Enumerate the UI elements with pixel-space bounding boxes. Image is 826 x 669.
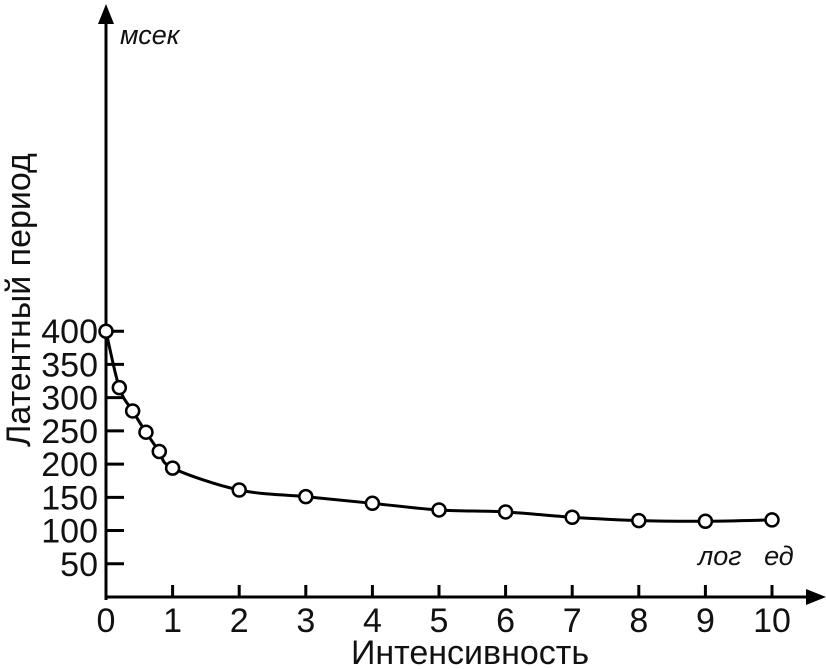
x-tick-label: 10 [753,602,791,640]
data-point [697,513,714,529]
data-point [631,512,647,529]
y-tick-label: 350 [41,346,98,384]
series-line [104,330,773,523]
y-axis-arrow [98,4,114,24]
data-point [564,509,580,526]
y-unit-label: мсек [120,20,181,50]
data-point [111,379,128,396]
y-tick-label: 150 [41,479,98,517]
y-tick-label: 400 [41,313,98,351]
x-axis-title: Интенсивность [351,634,589,669]
x-tick-label: 7 [563,602,582,640]
data-point [164,460,181,476]
x-tick-label: 1 [163,602,182,640]
data-point [497,504,514,520]
x-tick-label: 4 [363,602,382,640]
x-tick-label: 0 [97,602,116,640]
y-tick-label: 50 [60,546,98,584]
data-point [764,512,780,528]
data-point [138,424,154,440]
data-point [431,502,447,518]
data-point [151,443,168,460]
x-unit-label: лог ед [696,541,794,571]
data-point [124,403,141,419]
x-axis-arrow [806,589,826,605]
y-tick-label: 250 [41,413,98,451]
y-tick-label: 100 [41,513,98,551]
x-ticks: 0 1 2 3 4 5 6 7 8 9 10 [97,585,791,640]
x-tick-label: 6 [496,602,515,640]
data-point [231,482,247,498]
x-tick-label: 9 [696,602,715,640]
x-tick-label: 8 [629,602,648,640]
data-points [98,323,780,529]
x-tick-label: 2 [230,602,249,640]
data-point [98,323,114,339]
axes [98,4,826,605]
y-tick-label: 300 [41,380,98,418]
x-tick-label: 3 [296,602,315,640]
data-point [298,488,314,505]
x-tick-label: 5 [430,602,449,640]
y-axis-title: Латентный период [0,153,38,447]
y-tick-label: 200 [41,446,98,484]
data-point [364,495,381,512]
